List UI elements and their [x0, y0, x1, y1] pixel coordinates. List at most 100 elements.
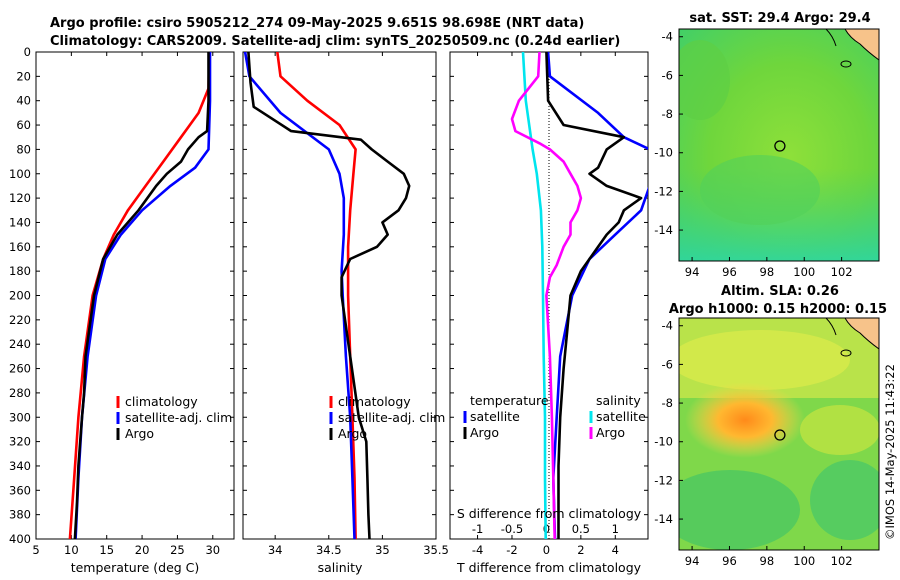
depth-tick-label: 60 [16, 118, 31, 132]
sst-map-title: sat. SST: 29.4 Argo: 29.4 [689, 11, 870, 26]
depth-tick-label: 160 [9, 240, 31, 254]
x-tick-label: 25 [170, 543, 185, 557]
map-y-tick-label: -14 [654, 512, 673, 526]
figure-title-line1: Argo profile: csiro 5905212_274 09-May-2… [50, 16, 584, 31]
sst-map-axes [678, 28, 880, 262]
x-tick-label: 35.5 [423, 543, 449, 557]
depth-tick-label: 360 [9, 483, 31, 497]
map-y-tick-label: -10 [654, 146, 673, 160]
depth-tick-label: 100 [9, 167, 31, 181]
depth-tick-label: 280 [9, 386, 31, 400]
depth-tick-label: 240 [9, 337, 31, 351]
map-x-tick-label: 100 [793, 265, 815, 279]
figure-title-line2: Climatology: CARS2009. Satellite-adj cli… [50, 34, 620, 49]
depth-tick-label: 20 [16, 69, 31, 83]
legend-label-argo: Argo [338, 426, 367, 441]
profile-line-salinity-argo [510, 52, 583, 539]
map-y-tick-label: -8 [662, 107, 673, 121]
map-x-tick-label: 100 [793, 554, 815, 568]
x-tick-label: 2 [577, 543, 584, 557]
sst-map-land [844, 29, 879, 61]
x-tick-label: 35 [375, 543, 390, 557]
depth-tick-label: 260 [9, 362, 31, 376]
depth-tick-label: 320 [9, 435, 31, 449]
map-y-tick-label: -10 [654, 435, 673, 449]
map-x-tick-label: 96 [722, 554, 737, 568]
temperature-axes [35, 51, 235, 540]
x-tick-label: 10 [64, 543, 79, 557]
profile-line-argo [247, 52, 411, 539]
sla-map-land [844, 318, 879, 350]
difference-xlabel: T difference from climatology [456, 560, 642, 575]
imos-watermark: ©IMOS 14-May-2025 11:43:22 [883, 364, 897, 540]
x-tick-label: 34 [268, 543, 283, 557]
x-tick-label: 0.5 [572, 522, 590, 536]
x-tick-label: -2 [506, 543, 517, 557]
map-y-tick-label: -8 [662, 396, 673, 410]
legend-label-satellite: satellite-adj. clim [125, 410, 232, 425]
depth-tick-label: 200 [9, 289, 31, 303]
legend-label-s-argo: Argo [596, 425, 625, 440]
depth-tick-label: 300 [9, 410, 31, 424]
difference-ticks: -4 -2 0 2 4-1 -0.5 0 0.5 1 [450, 51, 648, 557]
map-x-tick-label: 98 [760, 554, 775, 568]
depth-tick-label: 180 [9, 264, 31, 278]
salinity-axes [242, 51, 437, 540]
x-tick-label: -0.5 [501, 522, 523, 536]
map-y-tick-label: -4 [662, 30, 673, 44]
profile-line-argo [73, 52, 210, 539]
map-x-tick-label: 96 [722, 265, 737, 279]
legend-label-climatology: climatology [338, 394, 411, 409]
map-x-tick-label: 94 [685, 265, 700, 279]
x-tick-label: -1 [472, 522, 483, 536]
map-y-tick-label: -6 [662, 357, 673, 371]
map-x-tick-label: 98 [760, 265, 775, 279]
legend-label-t-argo: Argo [470, 425, 499, 440]
depth-tick-label: 120 [9, 191, 31, 205]
profile-line-temperature-satellite [546, 52, 648, 539]
temperature-xlabel: temperature (deg C) [71, 560, 200, 575]
sla-map-title-line1: Altim. SLA: 0.26 [721, 284, 839, 299]
legend-label-s-satellite: satellite [596, 409, 646, 424]
depth-tick-label: 340 [9, 459, 31, 473]
map-y-tick-label: -14 [654, 223, 673, 237]
profile-line-temperature-argo [545, 52, 643, 539]
difference-legend: temperature satellite Argo salinity sate… [463, 393, 646, 440]
sst-map-argo-location [774, 140, 786, 152]
sla-map-field [679, 318, 879, 550]
x-tick-label: 20 [135, 543, 150, 557]
difference-profiles [510, 52, 648, 539]
legend-temperature-heading: temperature [470, 393, 549, 408]
depth-tick-label: 140 [9, 215, 31, 229]
map-y-tick-label: -6 [662, 68, 673, 82]
x-tick-label: 34.5 [316, 543, 342, 557]
depth-tick-label: 40 [16, 94, 31, 108]
sla-map-argo-location [774, 429, 786, 441]
map-y-tick-label: -4 [662, 319, 673, 333]
sla-map-axes [678, 317, 880, 551]
x-tick-label: 4 [612, 543, 619, 557]
x-tick-label: 0 [543, 543, 550, 557]
salinity-difference-xlabel: S difference from climatology [457, 506, 642, 521]
profile-line-climatology [68, 52, 211, 539]
map-y-tick-label: -12 [654, 473, 673, 487]
salinity-xlabel: salinity [318, 560, 363, 575]
salinity-profiles [243, 52, 411, 539]
salinity-ticks: 34 34.5 35 35.5 [243, 51, 449, 557]
legend-label-climatology: climatology [125, 394, 198, 409]
sst-map-field [679, 29, 879, 261]
profile-line-climatology [275, 52, 357, 539]
profile-line-satellite-adj-clim [243, 52, 356, 539]
temperature-legend: climatology satellite-adj. clim Argo [116, 394, 232, 441]
map-x-tick-label: 102 [831, 265, 853, 279]
depth-tick-label: 80 [16, 142, 31, 156]
depth-tick-label: 400 [9, 532, 31, 546]
salinity-legend: climatology satellite-adj. clim Argo [329, 394, 445, 441]
legend-label-t-satellite: satellite [470, 409, 520, 424]
x-tick-label: -4 [472, 543, 483, 557]
sst-map-ticks: 94 96 98 100 102 -4 -6 -8 -10 -12 -14 [654, 30, 852, 279]
profile-line-salinity-satellite [521, 52, 548, 539]
x-tick-label: 1 [612, 522, 619, 536]
x-tick-label: 30 [205, 543, 220, 557]
